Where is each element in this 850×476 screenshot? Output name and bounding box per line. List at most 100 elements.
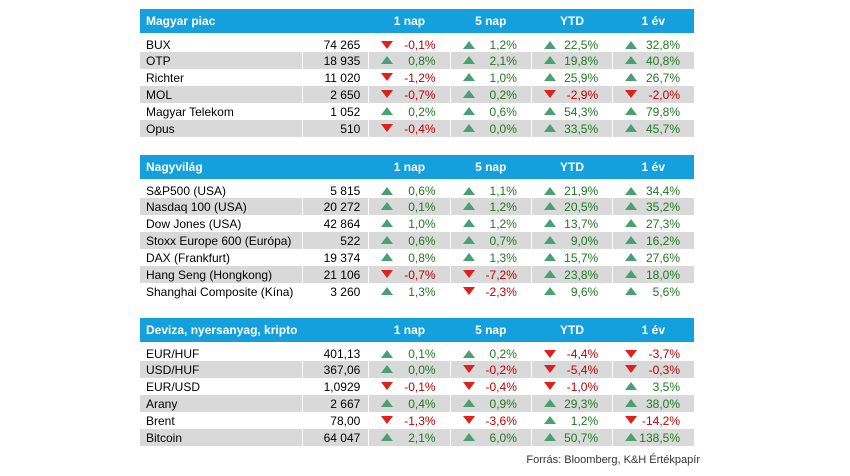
market-summary: Magyar piac 1 nap 5 nap YTD 1 év BUX 74 265 -0,… <box>140 9 694 464</box>
table-row: Nasdaq 100 (USA) 20 272 0,1% 1,2% 20,5% 35,2% <box>140 198 694 215</box>
column-header-5-nap: 5 nap <box>450 318 532 346</box>
column-header-5-nap: 5 nap <box>450 9 532 37</box>
instrument-value: 64 047 <box>302 429 370 446</box>
triangle-up-icon <box>625 399 638 407</box>
change-value: 1,1% <box>489 183 517 198</box>
instrument-value: 78,00 <box>302 412 370 429</box>
section-title: Magyar piac <box>140 9 369 37</box>
table-row: S&P500 (USA) 5 815 0,6% 1,1% 21,9% 34,4% <box>140 181 694 198</box>
change-value: 27,3% <box>645 216 680 231</box>
table-row: Opus 510 -0,4% 0,0% 33,5% 45,7% <box>140 120 694 137</box>
triangle-up-icon <box>462 41 475 49</box>
change-value: 0,1% <box>408 199 436 214</box>
change-value: 6,0% <box>489 430 517 445</box>
triangle-up-icon <box>625 433 638 441</box>
triangle-up-icon <box>543 270 556 278</box>
change-cell-1-ev: 32,8% <box>613 35 694 52</box>
change-cell-1-ev: 34,4% <box>613 181 694 198</box>
change-value: 3,5% <box>652 379 680 394</box>
change-cell-1-ev: 79,8% <box>613 103 694 120</box>
change-cell-ytd: 33,5% <box>531 120 614 137</box>
change-cell-5-nap: 1,1% <box>450 181 532 198</box>
change-value: 0,6% <box>408 233 436 248</box>
table-row: Arany 2 667 0,4% 0,9% 29,3% 38,0% <box>140 395 694 412</box>
triangle-up-icon <box>462 219 475 227</box>
change-cell-5-nap: 0,6% <box>450 103 532 120</box>
instrument-value: 5 815 <box>302 181 370 198</box>
change-cell-1-ev: 27,6% <box>613 249 694 266</box>
triangle-down-icon <box>462 270 475 278</box>
table-row: Dow Jones (USA) 42 864 1,0% 1,2% 13,7% 27,3% <box>140 215 694 232</box>
triangle-down-icon <box>625 90 638 98</box>
change-value: -0,4% <box>485 379 517 394</box>
triangle-up-icon <box>462 187 475 195</box>
instrument-value: 74 265 <box>302 35 370 52</box>
change-cell-ytd: -4,4% <box>531 344 614 361</box>
instrument-name: Dow Jones (USA) <box>140 215 304 232</box>
instrument-name: Arany <box>140 395 304 412</box>
triangle-up-icon <box>543 56 556 64</box>
change-cell-ytd: -5,4% <box>531 361 614 378</box>
change-cell-1-ev: 26,7% <box>613 69 694 86</box>
change-value: 2,1% <box>408 430 436 445</box>
change-value: 50,7% <box>564 430 599 445</box>
change-cell-1-nap: -1,3% <box>368 412 451 429</box>
triangle-up-icon <box>462 433 475 441</box>
table-row: MOL 2 650 -0,7% 0,2% -2,9% -2,0% <box>140 86 694 103</box>
change-value: 35,2% <box>645 199 680 214</box>
column-header-1-ev: 1 év <box>612 9 694 37</box>
instrument-name: Nasdaq 100 (USA) <box>140 198 304 215</box>
change-cell-ytd: 54,3% <box>531 103 614 120</box>
triangle-up-icon <box>381 433 394 441</box>
change-value: 0,0% <box>489 121 517 136</box>
triangle-up-icon <box>625 107 638 115</box>
change-value: 9,6% <box>570 284 599 299</box>
triangle-up-icon <box>381 350 394 358</box>
change-cell-1-nap: 0,4% <box>368 395 451 412</box>
instrument-value: 18 935 <box>302 52 370 69</box>
change-cell-ytd: 9,0% <box>531 232 614 249</box>
triangle-up-icon <box>462 253 475 261</box>
change-value: -14,2% <box>641 413 680 428</box>
table-row: Richter 11 020 -1,2% 1,0% 25,9% 26,7% <box>140 69 694 86</box>
change-cell-1-nap: -0,7% <box>368 266 451 283</box>
change-value: 16,2% <box>645 233 680 248</box>
change-cell-ytd: 50,7% <box>531 429 614 446</box>
triangle-up-icon <box>462 236 475 244</box>
triangle-up-icon <box>543 124 556 132</box>
change-value: 0,4% <box>408 396 436 411</box>
instrument-name: Brent <box>140 412 304 429</box>
triangle-down-icon <box>381 41 394 49</box>
change-cell-ytd: -2,9% <box>531 86 614 103</box>
triangle-down-icon <box>381 416 394 424</box>
change-cell-ytd: 13,7% <box>531 215 614 232</box>
change-cell-1-ev: 38,0% <box>613 395 694 412</box>
change-cell-ytd: 25,9% <box>531 69 614 86</box>
instrument-value: 367,06 <box>302 361 370 378</box>
change-cell-1-nap: -1,2% <box>368 69 451 86</box>
instrument-value: 21 106 <box>302 266 370 283</box>
change-cell-1-nap: -0,1% <box>368 378 451 395</box>
triangle-up-icon <box>462 107 475 115</box>
instrument-name: Hang Seng (Hongkong) <box>140 266 304 283</box>
triangle-up-icon <box>625 253 638 261</box>
change-value: -0,3% <box>648 362 680 377</box>
section-title: Deviza, nyersanyag, kripto <box>140 318 369 346</box>
change-value: 13,7% <box>564 216 599 231</box>
triangle-down-icon <box>543 90 556 98</box>
change-value: 40,8% <box>645 53 680 68</box>
triangle-down-icon <box>625 416 638 424</box>
triangle-up-icon <box>543 41 556 49</box>
change-value: 38,0% <box>645 396 680 411</box>
change-cell-1-ev: 27,3% <box>613 215 694 232</box>
change-cell-1-nap: 0,8% <box>368 249 451 266</box>
change-value: 34,4% <box>645 183 680 198</box>
instrument-name: Bitcoin <box>140 429 304 446</box>
triangle-up-icon <box>625 187 638 195</box>
triangle-up-icon <box>381 287 394 295</box>
triangle-up-icon <box>381 107 394 115</box>
triangle-up-icon <box>462 73 475 81</box>
table-header-row: Magyar piac 1 nap 5 nap YTD 1 év <box>140 9 694 37</box>
instrument-value: 11 020 <box>302 69 370 86</box>
change-value: 9,0% <box>570 233 599 248</box>
